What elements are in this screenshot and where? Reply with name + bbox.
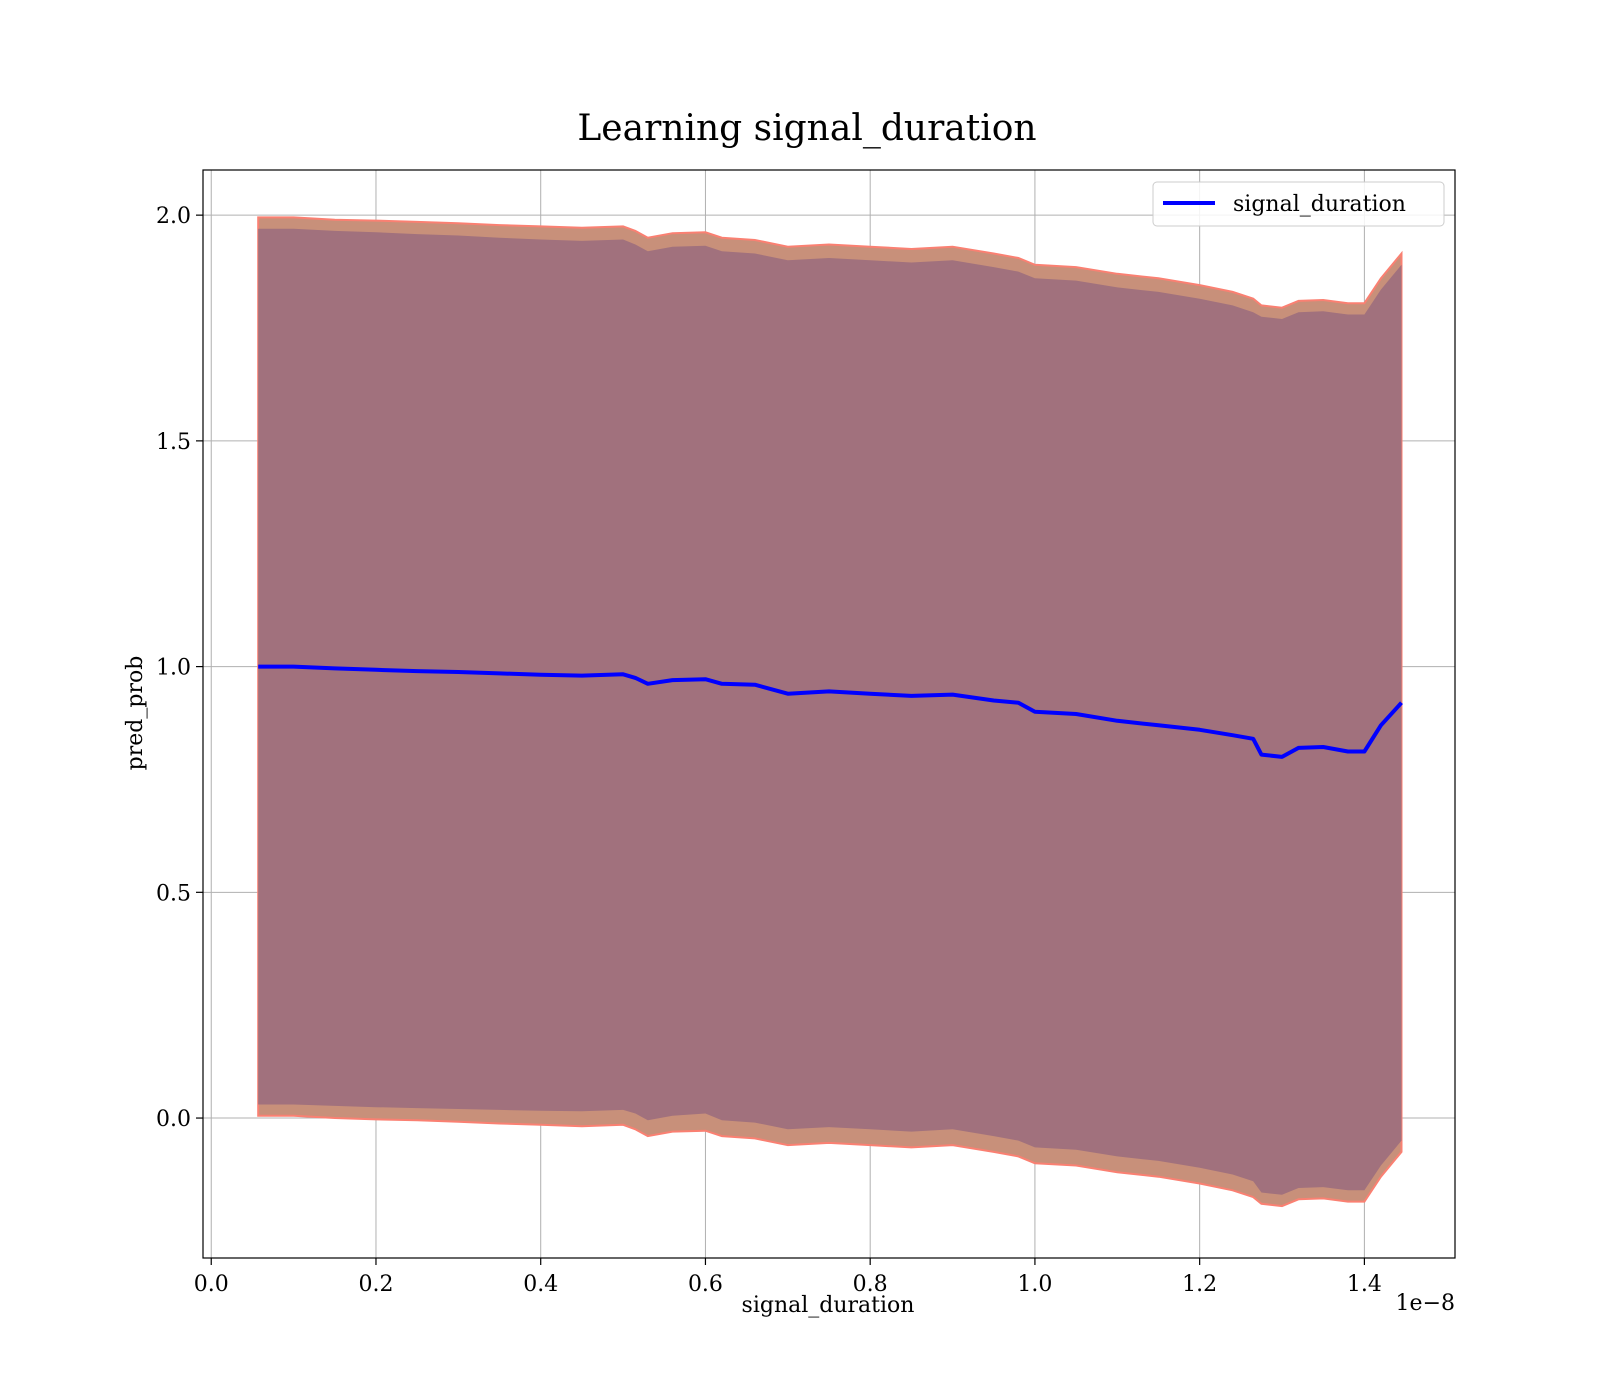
chart-title: Learning signal_duration: [577, 108, 1036, 149]
x-tick-label: 1.2: [1182, 1272, 1217, 1297]
x-tick-label: 0.4: [523, 1272, 558, 1297]
x-axis-offset-text: 1e−8: [1396, 1291, 1455, 1316]
y-tick-label: 2.0: [156, 204, 191, 229]
x-tick-label: 1.0: [1017, 1272, 1052, 1297]
legend-box: [1152, 181, 1445, 227]
y-tick-label: 0.5: [156, 881, 191, 906]
band-layer: [257, 216, 1403, 1208]
x-tick-label: 0.8: [853, 1272, 888, 1297]
y-tick-label: 1.0: [156, 656, 191, 681]
x-tick-label: 1.4: [1347, 1272, 1382, 1297]
legend-label: signal_duration: [1233, 192, 1406, 217]
y-tick-label: 0.0: [156, 1107, 191, 1132]
series-line: [258, 664, 1403, 759]
tick-layer: 0.0 0.2 0.4 0.6 0.8 1.0 1.2 1.4 0.0 0.5 1.0 1.5 2.0: [156, 204, 1382, 1297]
x-axis-label: signal_duration: [742, 1293, 915, 1318]
y-tick-label: 1.5: [156, 430, 191, 455]
x-tick-label: 0.2: [358, 1272, 393, 1297]
x-tick-label: 0.6: [688, 1272, 723, 1297]
confidence-band-inner: [258, 228, 1402, 1195]
line-layer: [258, 664, 1403, 759]
x-tick-label: 0.0: [194, 1272, 229, 1297]
legend: signal_duration: [1152, 181, 1445, 227]
plot-frame: [202, 169, 1456, 1259]
y-axis-label: pred_prob: [123, 656, 148, 771]
